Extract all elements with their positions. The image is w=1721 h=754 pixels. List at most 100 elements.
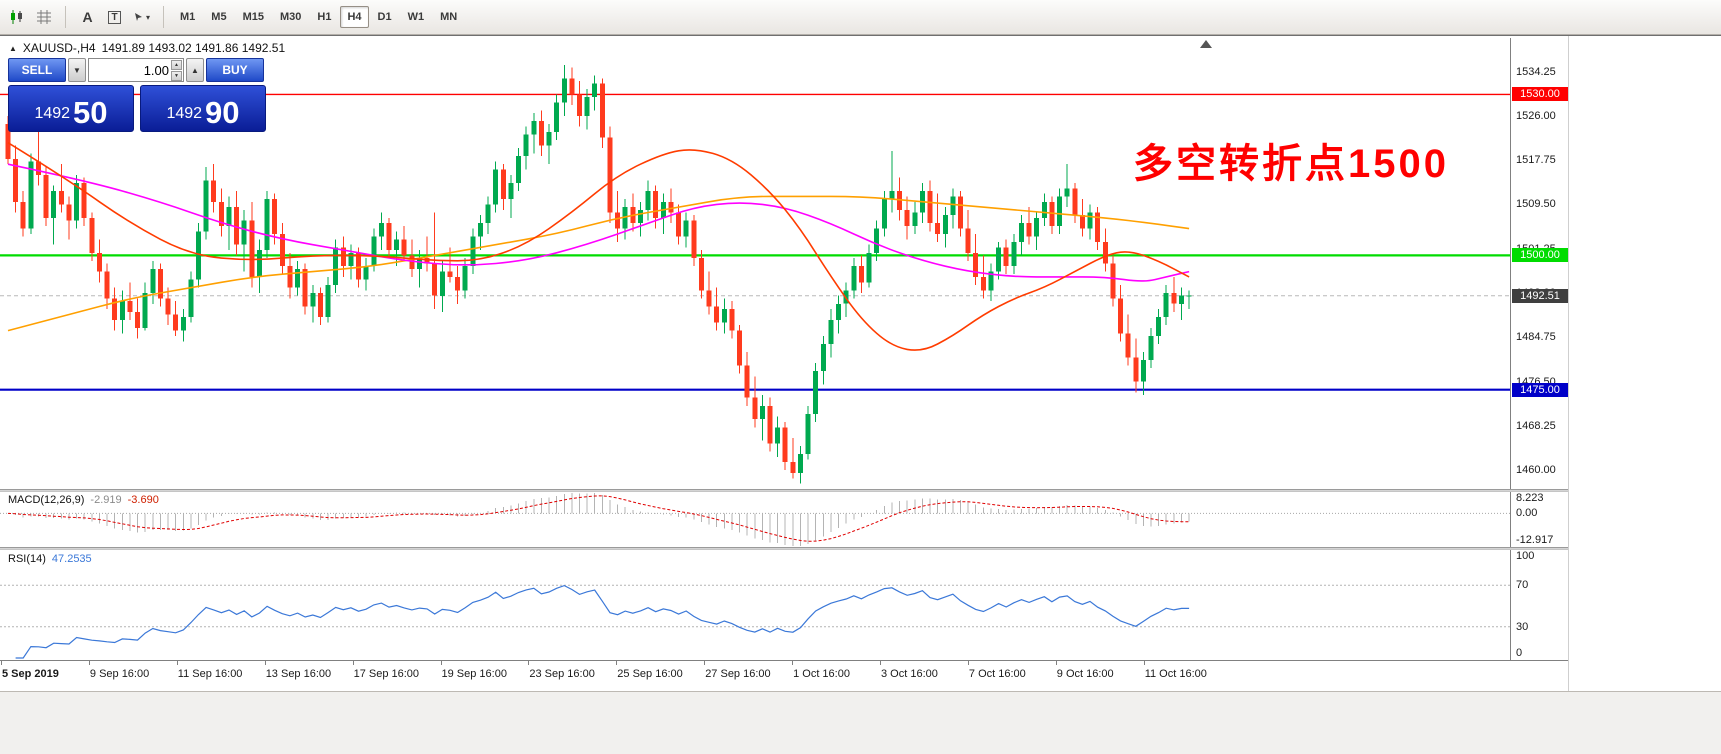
grid-glyph [36,10,51,24]
symbol-ohlc: 1491.89 1493.02 1491.86 1492.51 [101,41,286,55]
chart-window: ▲ XAUUSD-,H4 1491.89 1493.02 1491.86 149… [0,35,1721,754]
one-click-trade-panel: SELL ▼ ▲ ▼ ▲ BUY 1492 50 1492 [8,58,266,132]
time-tick [1,661,2,665]
volume-up-button[interactable]: ▲ [186,58,204,82]
time-label: 7 Oct 16:00 [968,668,1026,680]
ma-magenta [7,163,1190,282]
time-tick [880,661,881,665]
time-label: 9 Oct 16:00 [1056,668,1114,680]
ma-red [7,142,1190,351]
price-axis[interactable]: 1534.251526.001517.751509.501501.251493.… [1511,38,1621,489]
timeframe-button-h1[interactable]: H1 [317,11,332,23]
rsi-scale-label: 30 [1516,620,1529,633]
chevron-down-icon: ▾ [145,12,150,22]
rsi-canvas[interactable] [0,550,1568,660]
price-tick-label: 1484.75 [1516,331,1556,344]
rsi-scale-label: 100 [1516,550,1535,562]
price-tick-label: 1534.25 [1516,65,1556,78]
macd-signal-value: -3.690 [127,494,159,506]
macd-label: MACD(12,26,9) -2.919 -3.690 [8,494,159,506]
ask-price-main: 1492 [166,105,203,122]
macd-axis[interactable]: 8.223 0.00 -12.917 [1511,492,1621,547]
buy-button[interactable]: BUY [206,58,264,82]
time-tick [528,661,530,665]
timeframe-button-d1[interactable]: D1 [377,11,392,23]
time-label: 11 Sep 16:00 [177,668,243,680]
price-tick-label: 1526.00 [1516,109,1556,122]
time-tick [264,661,266,665]
time-tick [792,661,794,665]
ask-price-big: 90 [205,95,240,130]
rsi-scale-label: 70 [1516,579,1529,592]
volume-dropdown-button[interactable]: ▼ [68,58,86,82]
rsi-axis[interactable]: 100 70 30 0 [1511,550,1621,660]
price-tick-label: 1517.75 [1516,154,1556,167]
rsi-value: 47.2535 [51,553,92,565]
time-tick [704,661,706,665]
text-tool-icon[interactable]: A [82,9,93,25]
time-label: 23 Sep 16:00 [529,668,595,680]
grid-icon[interactable] [31,5,56,29]
macd-histogram [15,493,1190,547]
chevron-down-icon: ▼ [73,65,81,75]
time-label: 19 Sep 16:00 [441,668,507,680]
time-tick [1055,661,1057,665]
label-tool-glyph: T [108,10,121,24]
candles [5,64,1192,484]
time-tick [616,661,618,665]
rsi-name: RSI(14) [8,553,46,565]
window-bottom-area [0,691,1721,754]
label-tool-icon[interactable]: T [102,5,127,29]
chart-shift-marker[interactable] [1200,40,1212,48]
timeframe-button-m1[interactable]: M1 [180,11,196,23]
macd-scale-label: -12.917 [1516,534,1554,546]
time-tick [967,661,969,665]
toolbar: A T ▾ M1 M5 M15 M30 H1 H4 D1 W1 MN [0,0,1721,35]
timeframe-button-m30[interactable]: M30 [279,11,302,23]
timeframe-button-w1[interactable]: W1 [407,11,425,23]
timeframe-button-h4[interactable]: H4 [340,6,369,28]
bid-price-box[interactable]: 1492 50 [8,85,134,132]
stepper-up-icon[interactable]: ▲ [171,60,182,70]
volume-field: ▲ ▼ [88,58,184,82]
ask-price-box[interactable]: 1492 90 [140,85,266,132]
panel-separator[interactable] [0,547,1568,550]
symbol-header: ▲ XAUUSD-,H4 1491.89 1493.02 1491.86 149… [9,41,285,55]
bid-price-main: 1492 [34,105,71,122]
time-label: 5 Sep 2019 [2,668,59,680]
symbol-name: XAUUSD-,H4 [22,41,96,55]
time-tick [88,661,90,665]
time-axis[interactable]: 5 Sep 2019 9 Sep 16:00 11 Sep 16:00 13 Sep … [0,660,1568,691]
rsi-scale-label: 0 [1516,647,1523,659]
price-badge: 1530.00 [1512,87,1568,102]
sell-button[interactable]: SELL [8,58,66,82]
time-label: 13 Sep 16:00 [265,668,332,680]
time-label: 27 Sep 16:00 [705,668,771,680]
macd-scale-label: 8.223 [1516,492,1544,504]
bid-price-big: 50 [73,95,108,130]
price-badge: 1475.00 [1512,382,1568,397]
indicator-candles-icon[interactable] [4,5,29,29]
panel-separator[interactable] [0,489,1568,492]
object-marker-icon: ▲ [9,43,17,53]
time-tick [1143,661,1145,665]
timeframe-button-m5[interactable]: M5 [211,11,227,23]
macd-name: MACD(12,26,9) [8,494,85,506]
window-divider [1568,36,1569,754]
macd-canvas[interactable] [0,492,1568,547]
price-badge: 1500.00 [1512,248,1568,263]
rsi-label: RSI(14) 47.2535 [8,553,92,565]
candles-glyph [10,10,22,24]
timeframe-button-mn[interactable]: MN [440,11,458,23]
draw-tools-icon[interactable]: ▾ [129,5,154,29]
current-price-badge: 1492.51 [1512,288,1568,303]
volume-input[interactable] [89,59,183,81]
time-tick [352,661,354,665]
stepper-down-icon[interactable]: ▼ [171,71,182,81]
macd-main-value: -2.919 [90,494,122,506]
main-chart-canvas[interactable] [0,38,1568,489]
time-label: 11 Oct 16:00 [1144,668,1207,680]
chinese-annotation: 多空转折点1500 [1133,142,1449,186]
timeframe-button-m15[interactable]: M15 [242,11,264,23]
time-label: 25 Sep 16:00 [617,668,683,680]
